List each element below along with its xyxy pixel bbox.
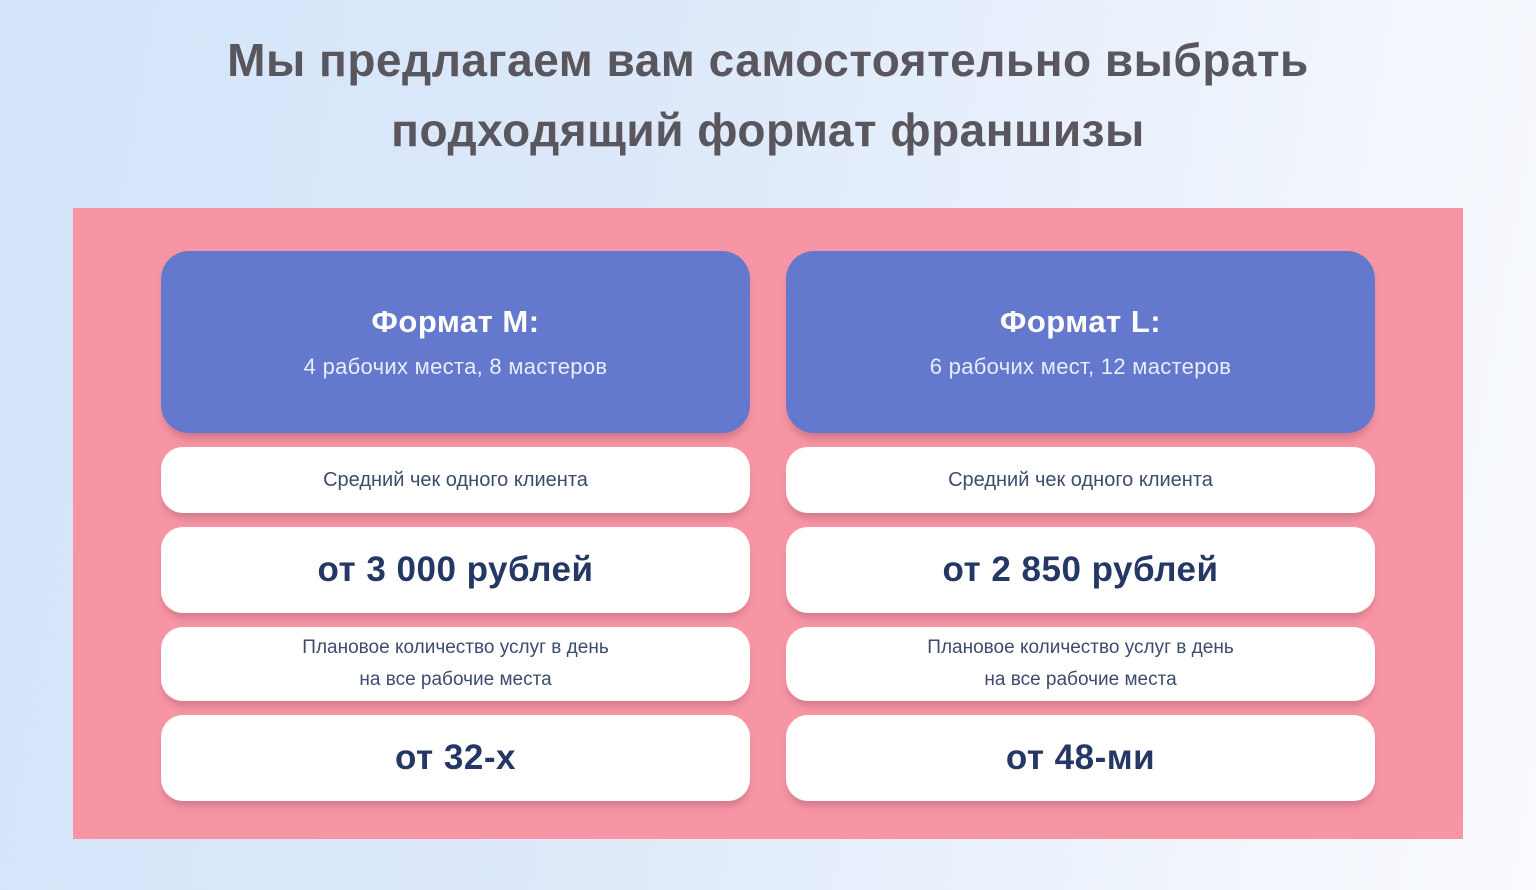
format-m-planned-services-label-card: Плановое количество услуг в день на все … [161, 627, 750, 701]
planned-services-label-line1: Плановое количество услуг в день [302, 636, 609, 658]
planned-services-value: от 32-х [395, 738, 516, 777]
planned-services-label-line2: на все рабочие места [984, 669, 1177, 690]
planned-services-label-line2: на все рабочие места [359, 669, 552, 690]
avg-check-label: Средний чек одного клиента [948, 468, 1213, 491]
format-l-title: Формат L: [999, 304, 1162, 339]
format-l-planned-services-label-card: Плановое количество услуг в день на все … [786, 627, 1375, 701]
slide-title-line2: подходящий формат франшизы [391, 103, 1145, 156]
format-m-title: Формат M: [371, 304, 540, 339]
slide-title: Мы предлагаем вам самостоятельно выбрать… [40, 26, 1496, 166]
format-l-avg-check-value-card: от 2 850 рублей [786, 527, 1375, 613]
comparison-panel: Формат M: 4 рабочих места, 8 мастеров Ср… [73, 208, 1463, 839]
format-m-header-card: Формат M: 4 рабочих места, 8 мастеров [161, 251, 750, 433]
format-m-column: Формат M: 4 рабочих места, 8 мастеров Ср… [161, 251, 750, 801]
format-m-avg-check-value-card: от 3 000 рублей [161, 527, 750, 613]
format-m-avg-check-label-card: Средний чек одного клиента [161, 447, 750, 513]
avg-check-label: Средний чек одного клиента [323, 468, 588, 491]
format-m-subtitle: 4 рабочих места, 8 мастеров [303, 354, 608, 379]
format-l-planned-services-value-card: от 48-ми [786, 715, 1375, 801]
planned-services-value: от 48-ми [1005, 738, 1156, 777]
format-l-avg-check-label-card: Средний чек одного клиента [786, 447, 1375, 513]
planned-services-label-line1: Плановое количество услуг в день [927, 636, 1234, 658]
format-l-subtitle: 6 рабочих мест, 12 мастеров [929, 354, 1232, 379]
format-m-planned-services-value-card: от 32-х [161, 715, 750, 801]
format-l-column: Формат L: 6 рабочих мест, 12 мастеров Ср… [786, 251, 1375, 801]
avg-check-value: от 2 850 рублей [942, 550, 1219, 589]
avg-check-value: от 3 000 рублей [317, 550, 594, 589]
format-l-header-card: Формат L: 6 рабочих мест, 12 мастеров [786, 251, 1375, 433]
slide-title-line1: Мы предлагаем вам самостоятельно выбрать [227, 34, 1309, 86]
